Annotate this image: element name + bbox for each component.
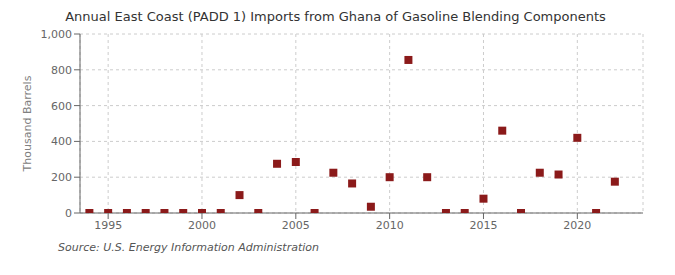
svg-text:Thousand Barrels: Thousand Barrels bbox=[21, 75, 34, 172]
svg-text:2015: 2015 bbox=[469, 219, 497, 232]
svg-text:1,000: 1,000 bbox=[41, 28, 73, 41]
svg-text:2020: 2020 bbox=[563, 219, 591, 232]
svg-text:400: 400 bbox=[51, 135, 72, 148]
svg-text:1995: 1995 bbox=[94, 219, 122, 232]
html-text:Source: U.S. Energy Informatio: Source: U.S. Energy Information Administ… bbox=[58, 241, 319, 254]
svg-text:200: 200 bbox=[51, 171, 72, 184]
svg-text:600: 600 bbox=[51, 100, 72, 113]
html-text:Annual East Coast (PADD 1) Imp: Annual East Coast (PADD 1) Imports from … bbox=[65, 9, 606, 24]
svg-text:0: 0 bbox=[65, 207, 72, 220]
svg-text:2000: 2000 bbox=[188, 219, 216, 232]
svg-text:2010: 2010 bbox=[376, 219, 404, 232]
svg-text:2005: 2005 bbox=[282, 219, 310, 232]
svg-text:800: 800 bbox=[51, 64, 72, 77]
